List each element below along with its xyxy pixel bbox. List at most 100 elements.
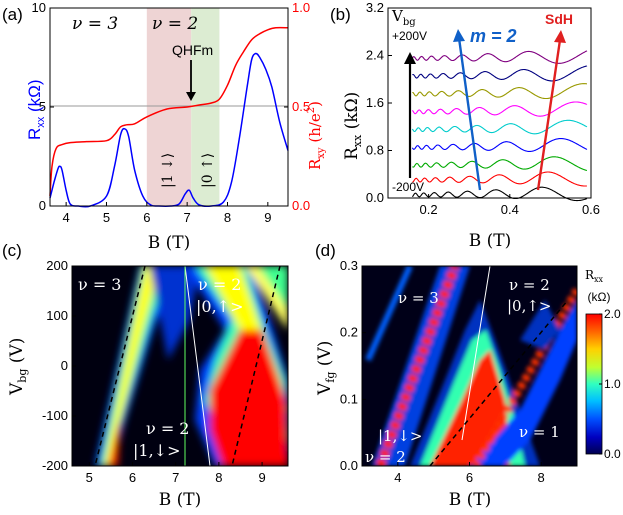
y-tick-label: 0.8	[366, 143, 384, 158]
panel-b-y-ticks: 0.0 0.8 1.6 2.4 3.2	[366, 0, 392, 205]
x-tick-label: 7	[172, 470, 179, 485]
y-tick-label: 5	[39, 99, 46, 114]
y-tick-label: 0.5	[292, 99, 310, 114]
x-tick-label: 8	[224, 210, 231, 225]
panel-c-dashed-left	[94, 266, 146, 466]
panel-d-white-line	[461, 266, 491, 441]
m2-arrow	[457, 37, 482, 191]
panel-a-ylabel-left: Rxx (kΩ)	[25, 79, 47, 140]
panel-d-nu1: ν = 1	[519, 423, 560, 441]
rxx-trace	[412, 171, 587, 187]
x-tick-label: 4	[394, 470, 401, 485]
vbg-top-label: +200V	[392, 29, 427, 43]
x-tick-label: 0.2	[420, 202, 438, 217]
panel-d-nu3: ν = 3	[398, 289, 439, 307]
colorbar-unit: (kΩ)	[588, 290, 611, 304]
y-tick-label: 0.0	[340, 458, 358, 473]
y-tick-label: -200	[42, 458, 68, 473]
panel-d-heatmap	[362, 266, 577, 466]
panel-d: (d) 4 6 8 0.3 0.2 0.1 0.0 B (T) Vfg (V) ν = 3…	[315, 241, 621, 510]
panel-d-xlabel: B (T)	[449, 490, 492, 510]
panel-d-state-top: |0,↑>	[507, 297, 552, 315]
y-tick-label: 2.4	[366, 48, 384, 63]
y-tick-label: 10	[32, 0, 46, 15]
colorbar-tick-label: 0.0	[604, 447, 621, 461]
panel-b-x-ticks: 0.2 0.4 0.6	[420, 194, 600, 217]
panel-c-heatmap	[72, 266, 288, 466]
rxx-trace	[412, 83, 587, 100]
panel-c-xlabel: B (T)	[159, 490, 202, 510]
band-nu0-up	[191, 8, 220, 206]
rxy-curve	[49, 26, 289, 197]
panel-b-traces	[411, 50, 588, 202]
y-tick-label: 0.1	[340, 391, 358, 406]
x-tick-label: 0.6	[582, 202, 600, 217]
panel-a-xlabel: B (T)	[148, 233, 191, 253]
x-tick-label: 6	[143, 210, 150, 225]
x-tick-label: 5	[103, 210, 110, 225]
panel-d-nu2-bottom: ν = 2	[365, 448, 406, 466]
panel-d-y-ticks: 0.3 0.2 0.1 0.0	[340, 258, 366, 473]
x-tick-label: 5	[86, 470, 93, 485]
panel-c-ylabel: Vbg (V)	[7, 338, 29, 396]
y-tick-label: -100	[42, 408, 68, 423]
y-tick-label: 0	[39, 198, 46, 213]
y-tick-label: 0.3	[340, 258, 358, 273]
panel-c-white-line	[184, 266, 211, 466]
x-tick-label: 0.4	[501, 202, 519, 217]
panel-a-label: (a)	[2, 5, 23, 24]
panel-d-ylabel: Vfg (V)	[315, 341, 337, 396]
x-tick-label: 8	[215, 470, 222, 485]
colorbar-title: Rxx	[585, 268, 604, 284]
rxx-trace	[411, 138, 588, 152]
y-tick-label: 0.2	[340, 325, 358, 340]
rxx-trace	[411, 119, 588, 135]
colorbar-tick-label: 1.0	[604, 377, 621, 391]
y-tick-label: 3.2	[366, 0, 384, 15]
sdh-arrow	[536, 39, 562, 191]
x-tick-label: 4	[63, 210, 70, 225]
panel-b-ylabel: Rxx (kΩ)	[342, 92, 364, 160]
vbg-arrowhead	[404, 52, 416, 64]
panel-b: (b) 0.2 0.4 0.6 0.0 0.8 1.6 2.4 3.2 B (T) Rxx …	[330, 0, 600, 251]
panel-c-nu2-top: ν = 2	[198, 275, 241, 294]
panel-a: (a) 4 5 6 7 8 9 0 5 10 0.0 0.5 1.0 B (T) Rxx (kΩ)…	[2, 0, 327, 253]
panel-a-nu2-label: ν = 2	[152, 14, 198, 34]
panel-c-nu2-bottom: ν = 2	[146, 419, 189, 438]
x-tick-label: 6	[466, 470, 473, 485]
x-tick-label: 9	[258, 470, 265, 485]
panel-c-state-bottom: |1,↓>	[133, 441, 180, 460]
m2-arrowhead	[453, 29, 465, 42]
x-tick-label: 9	[264, 210, 271, 225]
panel-c-label: (c)	[2, 241, 22, 260]
vbg-bottom-label: -200V	[392, 180, 424, 194]
rxx-trace	[411, 50, 588, 64]
panel-a-x-ticks: 4 5 6 7 8 9	[63, 202, 271, 225]
panel-c-dashed-right	[231, 266, 281, 466]
y-tick-label: 0.0	[366, 190, 384, 205]
y-tick-label: 100	[46, 308, 68, 323]
state-1-down-label: |1 ↓⟩	[160, 153, 176, 188]
state-0-up-label: |0 ↑⟩	[200, 153, 216, 188]
panel-c-nu3: ν = 3	[78, 275, 121, 294]
panel-a-ylabel-right: Rxy (h/e2)	[306, 101, 327, 170]
qhfm-label: QHFm	[172, 42, 213, 58]
panel-c: (c) 5 6 7 8 9 200 100 0 -100 -200	[2, 241, 289, 510]
y-tick-label: 0.0	[292, 198, 310, 213]
panel-c-x-ticks: 5 6 7 8 9	[86, 462, 266, 485]
rxx-trace	[411, 101, 588, 117]
qhfm-arrowhead	[186, 92, 196, 101]
panel-c-state-top: |0,↑>	[196, 297, 243, 316]
panel-d-x-ticks: 4 6 8	[394, 462, 545, 485]
y-tick-label: 200	[46, 258, 68, 273]
panel-a-nu3-label: ν = 3	[72, 14, 118, 34]
colorbar-ticks: 2.0 1.0 0.0	[599, 307, 621, 461]
rxx-trace	[412, 156, 587, 172]
sdh-arrowhead	[554, 30, 566, 43]
panel-d-state-mid: |1,↓>	[378, 427, 423, 445]
rxx-trace	[411, 186, 588, 202]
y-tick-label: 0	[61, 358, 68, 373]
panel-c-y-ticks: 200 100 0 -100 -200	[42, 258, 76, 473]
panel-b-label: (b)	[330, 5, 351, 24]
